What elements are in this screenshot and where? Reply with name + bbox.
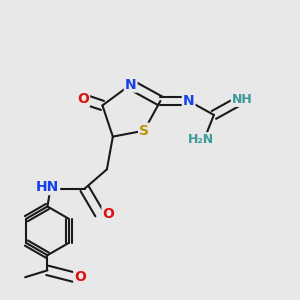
Text: NH: NH	[232, 93, 253, 106]
Text: HN: HN	[36, 180, 59, 194]
Text: O: O	[74, 270, 86, 284]
Text: N: N	[125, 78, 136, 92]
Text: H₂N: H₂N	[188, 133, 214, 146]
Text: S: S	[139, 124, 149, 138]
Text: O: O	[103, 207, 114, 221]
Text: O: O	[77, 92, 89, 106]
Text: N: N	[183, 94, 194, 108]
